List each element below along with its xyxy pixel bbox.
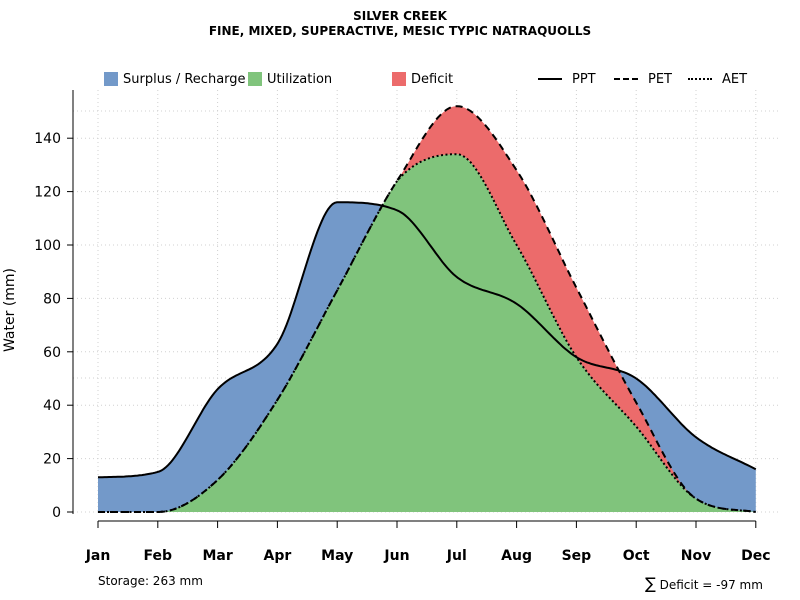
legend-surplus-label: Surplus / Recharge: [123, 71, 246, 87]
y-tick-label: 60: [43, 345, 61, 361]
pet-line-swatch: [614, 78, 638, 80]
legend-pet: PET: [614, 71, 672, 87]
x-tick-label: Oct: [623, 548, 650, 564]
legend-deficit: Deficit: [392, 71, 453, 87]
legend-aet: AET: [688, 71, 747, 87]
legend-ppt: PPT: [538, 71, 596, 87]
y-tick-label: 0: [52, 505, 61, 521]
legend-ppt-label: PPT: [572, 71, 596, 87]
y-tick-label: 40: [43, 398, 61, 414]
x-tick-label: Jan: [85, 548, 111, 564]
series-lines: [97, 105, 757, 513]
chart-title: SILVER CREEK: [353, 9, 447, 23]
deficit-swatch: [392, 72, 406, 86]
y-tick-label: 120: [34, 185, 61, 201]
x-tick-label: Feb: [144, 548, 173, 564]
x-tick-label: Nov: [681, 548, 711, 564]
x-tick-label: Dec: [741, 548, 770, 564]
storage-text: Storage: 263 mm: [98, 574, 203, 588]
pet-line: [98, 105, 756, 513]
ppt-line: [97, 201, 757, 479]
deficit-total: ∑ Deficit = -97 mm: [645, 574, 763, 593]
y-tick-label: 80: [43, 291, 61, 307]
x-tick-label: Sep: [562, 548, 592, 564]
y-axis-label: Water (mm): [2, 268, 18, 352]
y-tick-label: 140: [34, 131, 61, 147]
y-tick-label: 20: [43, 452, 61, 468]
legend-deficit-label: Deficit: [411, 71, 454, 87]
legend-utilization: Utilization: [248, 71, 332, 87]
deficit-total-label: Deficit = -97 mm: [659, 578, 763, 592]
ppt-line-swatch: [538, 78, 562, 80]
x-tick-label: Jul: [446, 548, 467, 564]
legend-utilization-label: Utilization: [267, 71, 333, 87]
x-tick-label: Apr: [264, 548, 292, 564]
utilization-area: [98, 154, 756, 512]
axes: 0 20 40 60 80 100 120 140 Jan Feb Mar Apr May Jun Jul A…: [2, 90, 771, 564]
surplus-swatch: [104, 72, 118, 86]
x-tick-label: Aug: [501, 548, 532, 564]
legend-surplus: Surplus / Recharge: [104, 71, 246, 87]
utilization-swatch: [248, 72, 262, 86]
legend-aet-label: AET: [722, 71, 748, 87]
x-tick-label: May: [321, 548, 353, 564]
areas: [98, 106, 756, 513]
x-tick-label: Mar: [202, 548, 232, 564]
legend-pet-label: PET: [648, 71, 672, 87]
chart-subtitle: FINE, MIXED, SUPERACTIVE, MESIC TYPIC NA…: [208, 24, 592, 38]
aet-line-swatch: [688, 78, 712, 80]
x-tick-label: Jun: [383, 548, 409, 564]
sum-symbol: ∑: [645, 574, 656, 593]
y-tick-label: 100: [34, 238, 61, 254]
